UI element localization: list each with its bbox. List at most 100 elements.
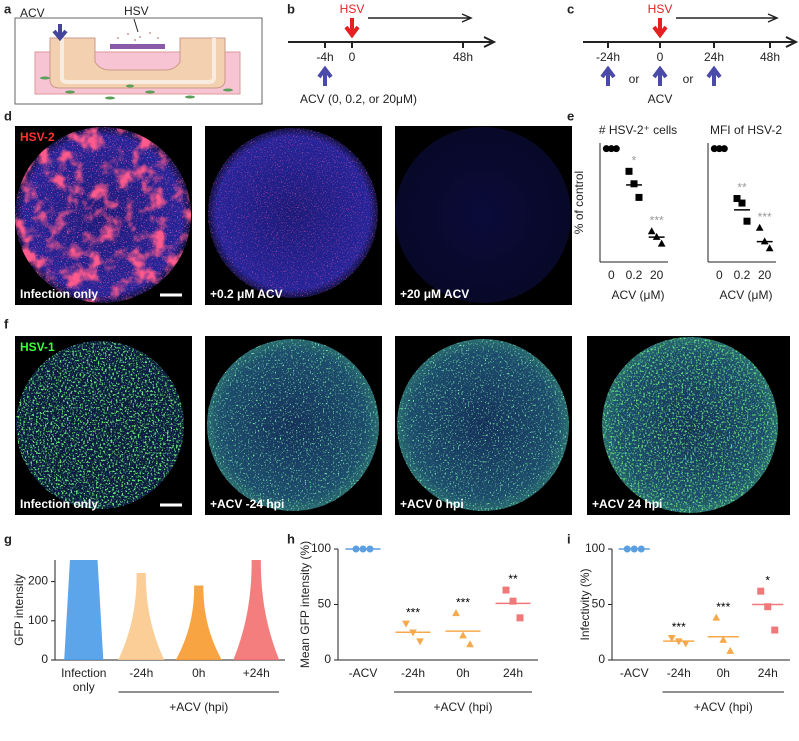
data-point	[352, 545, 360, 553]
duration-arrow	[676, 13, 779, 23]
timepoint: 48h	[453, 50, 473, 64]
x-tick-label: 24h	[503, 666, 523, 680]
y-tick-label: 0	[598, 652, 605, 666]
pointer	[133, 18, 139, 33]
data-point	[612, 145, 620, 153]
swarm	[233, 560, 280, 660]
data-point	[502, 586, 510, 594]
micrograph	[205, 336, 382, 515]
data-point	[416, 638, 424, 646]
data-point	[757, 587, 765, 595]
micrograph	[395, 126, 572, 305]
timeline	[583, 36, 799, 48]
image-label: +ACV -24 hpi	[210, 497, 284, 511]
hsv-arrow	[652, 18, 668, 39]
acv-label: ACV	[20, 6, 45, 20]
y-axis-label: Infectivity (%)	[578, 568, 592, 640]
significance: ***	[672, 620, 686, 634]
hsv-label: HSV	[340, 2, 365, 16]
data-point	[765, 244, 774, 252]
x-tick-label: -24h	[129, 666, 153, 680]
data-point	[652, 232, 661, 240]
data-point	[743, 217, 751, 225]
x-tick-label: 0.2	[734, 268, 751, 282]
time-ticks	[607, 42, 771, 48]
data-point	[359, 545, 367, 553]
data-point	[738, 199, 746, 207]
data-point	[635, 193, 643, 201]
data-point	[726, 646, 735, 654]
x-tick-label: 20	[758, 268, 772, 282]
x-tick-label: -24h	[667, 666, 691, 680]
y-axis-label: GFP intensity	[12, 574, 26, 646]
significance: ***	[716, 600, 730, 614]
panel-label: f	[4, 316, 9, 331]
x-tick-label: -ACV	[349, 666, 378, 680]
x-tick-label: 0h	[192, 666, 205, 680]
x-tick-label: -ACV	[620, 666, 649, 680]
acv-label: ACV (0, 0.2, or 20μM)	[300, 92, 417, 106]
y-tick-label: 50	[592, 597, 606, 611]
x-tick-label: 0.2	[626, 268, 643, 282]
x-tick-label: -24h	[401, 666, 425, 680]
y-axis-label: % of control	[572, 171, 586, 234]
time-ticks	[324, 42, 464, 48]
significance: **	[508, 572, 518, 586]
image-label: Infection only	[20, 287, 98, 301]
y-tick-label: 200	[28, 574, 48, 588]
group-label: +ACV (hpi)	[169, 700, 228, 714]
chart-title: # HSV-2⁺ cells	[599, 123, 677, 137]
data-point	[712, 613, 721, 621]
data-point	[674, 638, 683, 646]
y-tick-label: 100	[585, 541, 605, 555]
data-point	[681, 640, 690, 648]
image-label: +0.2 μM ACV	[210, 287, 283, 301]
stain-label: HSV-2	[20, 130, 55, 144]
data-point	[509, 597, 517, 605]
data-point	[630, 545, 638, 553]
timepoint: 48h	[760, 50, 780, 64]
channel	[60, 38, 216, 84]
data-point	[637, 545, 645, 553]
data-point	[459, 631, 467, 639]
swarm	[64, 560, 104, 660]
panel-label: a	[4, 1, 12, 16]
stain-label: HSV-1	[20, 340, 55, 354]
x-axis-label: ACV (μM)	[612, 288, 665, 302]
acv-arrow	[317, 65, 333, 86]
data-point	[771, 626, 779, 634]
cells	[40, 76, 233, 100]
timepoint: 0	[657, 50, 664, 64]
significance: ***	[456, 596, 470, 610]
data-point	[710, 145, 718, 153]
micrograph	[205, 126, 382, 305]
group-label: +ACV (hpi)	[433, 700, 492, 714]
data-point	[647, 227, 656, 235]
image-label: Infection only	[20, 497, 98, 511]
x-tick-label: +24h	[243, 666, 270, 680]
data-point	[764, 603, 772, 611]
acv-arrow	[52, 24, 68, 42]
x-tick-label: 20	[650, 268, 664, 282]
data-point	[625, 167, 633, 175]
panel-label: e	[567, 108, 574, 123]
timepoint: -4h	[316, 50, 333, 64]
y-axis-label: Mean GFP intensity (%)	[298, 541, 312, 668]
x-tick-label: Infection only	[61, 666, 106, 694]
x-axis-label: ACV (μM)	[720, 288, 773, 302]
significance: ***	[758, 210, 772, 224]
hsv-label: HSV	[648, 2, 673, 16]
data-point	[602, 145, 610, 153]
x-tick-label: 0h	[456, 666, 469, 680]
y-tick-label: 0	[324, 652, 331, 666]
data-point	[466, 640, 474, 648]
insert	[49, 37, 226, 89]
y-tick-label: 0	[41, 652, 48, 666]
or-label: or	[683, 72, 694, 86]
panel-label: g	[4, 531, 12, 546]
significance: ***	[650, 214, 664, 228]
duration-arrow	[368, 13, 473, 23]
significance: *	[632, 154, 637, 168]
